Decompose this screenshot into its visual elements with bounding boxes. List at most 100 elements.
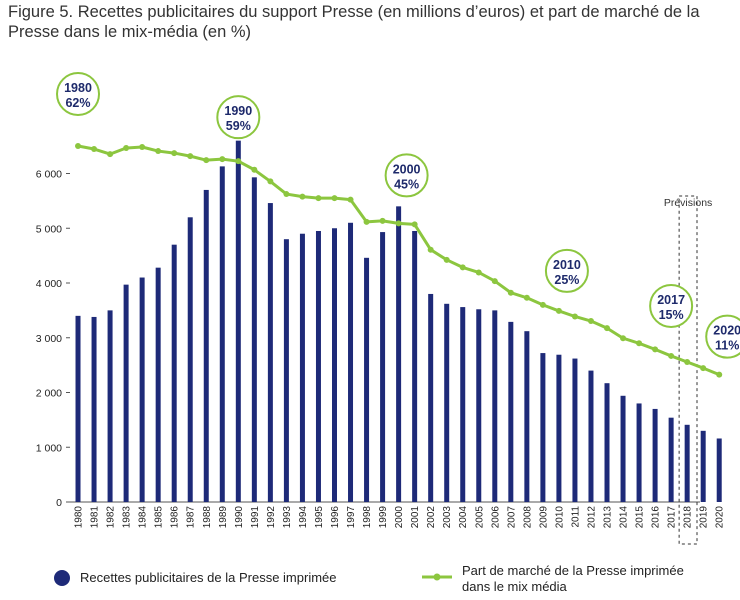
x-tick-label-1986: 1986 <box>170 506 181 529</box>
x-tick-label-2015: 2015 <box>635 506 646 529</box>
bar-1980 <box>75 315 81 502</box>
bar-1989 <box>219 166 225 502</box>
point-2013 <box>604 325 611 332</box>
x-tick-label-2016: 2016 <box>651 506 662 529</box>
point-2018 <box>684 359 691 366</box>
bar-1999 <box>380 232 386 502</box>
bar-1986 <box>171 244 177 503</box>
point-2009 <box>539 301 546 308</box>
x-tick-label-1989: 1989 <box>218 506 229 529</box>
point-1984 <box>139 144 146 151</box>
y-tick-label: 0 <box>56 497 62 509</box>
x-tick-label-1983: 1983 <box>122 506 133 529</box>
x-tick-label-2010: 2010 <box>554 506 565 529</box>
bar-2017 <box>668 417 674 502</box>
bar-series <box>75 140 722 503</box>
point-1985 <box>155 148 162 155</box>
legend-line-dot <box>433 573 441 581</box>
callout-value: 15% <box>659 308 684 322</box>
point-1997 <box>347 196 354 203</box>
forecast-box: Prévisions <box>664 195 712 545</box>
point-2003 <box>443 256 450 263</box>
x-tick-label-2001: 2001 <box>410 506 421 529</box>
point-2014 <box>620 335 627 342</box>
x-tick-label-2019: 2019 <box>699 506 710 529</box>
callout-circle <box>705 314 740 359</box>
legend-label-bars: Recettes publicitaires de la Presse impr… <box>80 570 337 585</box>
bar-2020 <box>716 438 722 502</box>
bar-1993 <box>283 239 289 502</box>
bar-2000 <box>396 206 402 502</box>
x-tick-label-1984: 1984 <box>138 506 149 529</box>
point-2019 <box>700 365 707 372</box>
y-axis: 0 1 000 2 000 3 000 4 000 5 000 6 000 <box>36 169 700 509</box>
x-tick-label-2009: 2009 <box>538 506 549 529</box>
point-2004 <box>459 264 466 271</box>
x-axis: 1980 1981 1982 1983 1984 1985 1986 1987 1988 1989… <box>74 506 726 529</box>
point-1980 <box>75 143 82 149</box>
point-2005 <box>475 269 482 276</box>
line-series <box>75 143 723 378</box>
callout-circle <box>649 283 694 328</box>
callout-year: 2000 <box>393 162 421 176</box>
x-tick-label-1981: 1981 <box>90 506 101 529</box>
y-tick-label: 6 000 <box>36 169 62 181</box>
x-tick-label-1997: 1997 <box>346 506 357 529</box>
bar-1996 <box>331 228 337 502</box>
bar-2001 <box>412 230 418 503</box>
bar-2012 <box>588 370 594 502</box>
bar-2006 <box>492 310 498 502</box>
bar-1985 <box>155 267 161 502</box>
point-2020 <box>716 371 723 378</box>
point-1999 <box>379 217 386 224</box>
point-1998 <box>363 218 370 225</box>
point-1996 <box>331 195 338 202</box>
point-1995 <box>315 195 322 202</box>
point-1982 <box>107 151 114 158</box>
callouts: 198062%199059%200045%201025%201715%20201… <box>56 72 740 359</box>
point-2016 <box>652 346 659 353</box>
bar-2008 <box>524 331 530 502</box>
x-tick-label-2012: 2012 <box>586 506 597 529</box>
chart-title: Figure 5. Recettes publicitaires du supp… <box>8 3 700 41</box>
point-1988 <box>203 157 210 164</box>
y-tick-label: 2 000 <box>36 388 62 400</box>
bar-1997 <box>348 222 354 502</box>
x-tick-label-1996: 1996 <box>330 506 341 529</box>
x-tick-label-2003: 2003 <box>442 506 453 529</box>
point-2002 <box>427 246 434 253</box>
callout-year: 1980 <box>64 81 92 95</box>
x-tick-label-1993: 1993 <box>282 506 293 529</box>
callout-year: 2017 <box>657 293 685 307</box>
legend <box>54 570 452 586</box>
bar-2014 <box>620 395 626 502</box>
x-tick-label-2018: 2018 <box>683 506 694 529</box>
point-1990 <box>235 158 242 165</box>
x-tick-label-1985: 1985 <box>154 506 165 529</box>
bar-2013 <box>604 383 610 502</box>
point-2008 <box>523 294 530 301</box>
x-tick-label-2000: 2000 <box>394 506 405 529</box>
point-1993 <box>283 191 290 198</box>
x-tick-label-1988: 1988 <box>202 506 213 529</box>
callout-value: 11% <box>715 339 739 353</box>
x-tick-label-1990: 1990 <box>234 506 245 529</box>
point-2001 <box>411 221 418 228</box>
point-1987 <box>187 153 194 160</box>
bar-1994 <box>299 233 305 502</box>
callout-circle <box>384 153 429 198</box>
bar-1992 <box>267 203 273 502</box>
x-tick-label-2006: 2006 <box>490 506 501 529</box>
bar-2003 <box>444 303 450 502</box>
x-tick-label-1995: 1995 <box>314 506 325 529</box>
x-tick-label-2020: 2020 <box>715 506 726 529</box>
x-tick-label-2005: 2005 <box>474 506 485 529</box>
callout-year: 2020 <box>713 324 740 338</box>
bar-2016 <box>652 408 658 502</box>
bar-2002 <box>428 293 434 502</box>
